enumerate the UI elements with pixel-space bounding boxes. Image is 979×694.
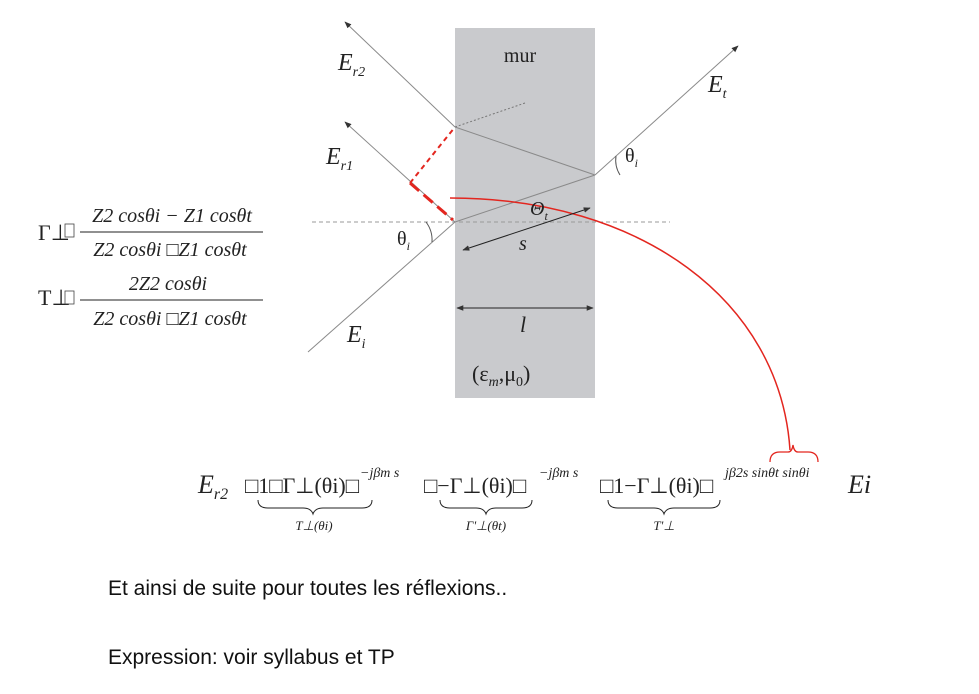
t-perp-lhs: T⊥ xyxy=(38,285,71,310)
transmitted-ray-label: Et xyxy=(707,72,728,102)
red-dashed-path-upper xyxy=(409,126,456,184)
path-length-label: s xyxy=(519,233,527,255)
caption-line-2: Expression: voir syllabus et TP xyxy=(108,646,395,669)
er2-factor-1: □1□Γ⊥(θi)□ xyxy=(245,473,359,498)
exit-angle-arc xyxy=(615,155,621,176)
t-perp-denominator: Z2 cosθi □Z1 cosθt xyxy=(93,308,247,330)
incident-ray-label: Ei xyxy=(346,322,366,352)
underbrace-2 xyxy=(439,499,533,516)
er2-factor-2: □−Γ⊥(θi)□ xyxy=(424,473,526,498)
incident-angle-label: θi xyxy=(397,228,410,253)
thickness-label: l xyxy=(520,312,526,337)
red-dashed-path-lower xyxy=(409,181,454,222)
unknown-glyph-box xyxy=(64,290,75,305)
er2-factor-3: □1−Γ⊥(θi)□ xyxy=(600,473,713,498)
gamma-perp-numerator: Z2 cosθi − Z1 cosθt xyxy=(92,205,252,227)
underbrace-3-label: T'⊥ xyxy=(653,518,674,533)
wall-label: mur xyxy=(504,45,537,67)
er2-exponent-2: −jβm s xyxy=(539,466,579,481)
transmitted-ray xyxy=(594,45,739,176)
transmitted-angle-label: Θt xyxy=(530,198,548,223)
er2-exponent-3: jβ2s sinθt sinθi xyxy=(723,466,810,481)
incident-angle-arc xyxy=(425,221,433,243)
underbrace-1 xyxy=(257,499,373,516)
reflected-ray-1-label: Er1 xyxy=(325,144,353,174)
er2-tail: Ei xyxy=(847,470,871,499)
gamma-perp-denominator: Z2 cosθi □Z1 cosθt xyxy=(93,239,247,261)
reflected-ray-2-label: Er2 xyxy=(337,50,365,80)
underbrace-1-label: T⊥(θi) xyxy=(295,518,332,533)
caption-line-1: Et ainsi de suite pour toutes les réflex… xyxy=(108,577,508,600)
t-perp-numerator: 2Z2 cosθi xyxy=(129,273,207,295)
continuation-dotted xyxy=(454,102,526,128)
underbrace-3 xyxy=(607,499,721,516)
reflected-ray-2 xyxy=(344,21,456,128)
red-curve-connector xyxy=(449,197,791,451)
er2-exponent-1: −jβm s xyxy=(360,466,400,481)
unknown-glyph-box xyxy=(64,223,75,238)
er2-lhs: Er2 xyxy=(197,470,228,503)
red-brace xyxy=(769,444,819,463)
exit-angle-label: θi xyxy=(625,145,638,170)
incident-ray xyxy=(307,221,456,353)
internal-reflected-ray xyxy=(454,126,596,176)
gamma-perp-lhs: Γ⊥ xyxy=(38,220,70,245)
wall-medium-label: (εm,μ0) xyxy=(472,361,530,390)
path-length-arrow xyxy=(462,207,591,251)
underbrace-2-label: Γ'⊥(θt) xyxy=(465,518,506,533)
reflected-ray-1 xyxy=(344,121,456,223)
